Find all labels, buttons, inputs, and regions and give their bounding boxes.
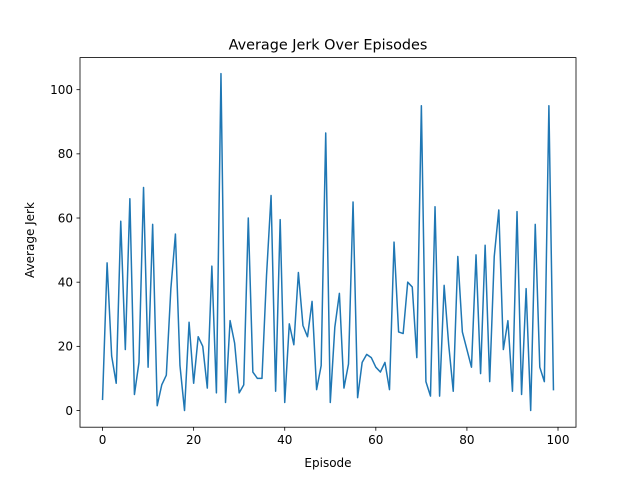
chart-title: Average Jerk Over Episodes [229, 38, 428, 54]
x-tick-label: 100 [547, 433, 570, 447]
x-tick-label: 80 [459, 433, 474, 447]
series-line-0 [101, 72, 555, 412]
x-axis: 0 20 40 60 80 100 [99, 427, 570, 447]
x-tick-label: 40 [277, 433, 292, 447]
y-tick-label: 60 [58, 211, 73, 225]
y-tick-label: 80 [58, 147, 73, 161]
y-tick-label: 40 [58, 275, 73, 289]
y-tick-label: 100 [50, 83, 73, 97]
y-axis: 0 20 40 60 80 100 [50, 83, 80, 418]
plot-area [101, 72, 555, 412]
x-tick-label: 0 [99, 433, 107, 447]
x-tick-label: 60 [368, 433, 383, 447]
plot-frame [79, 57, 577, 428]
x-tick-label: 20 [186, 433, 201, 447]
y-tick-label: 0 [65, 404, 73, 418]
y-axis-label: Average Jerk [23, 202, 37, 278]
y-tick-label: 20 [58, 340, 73, 354]
x-axis-label: Episode [304, 456, 351, 470]
